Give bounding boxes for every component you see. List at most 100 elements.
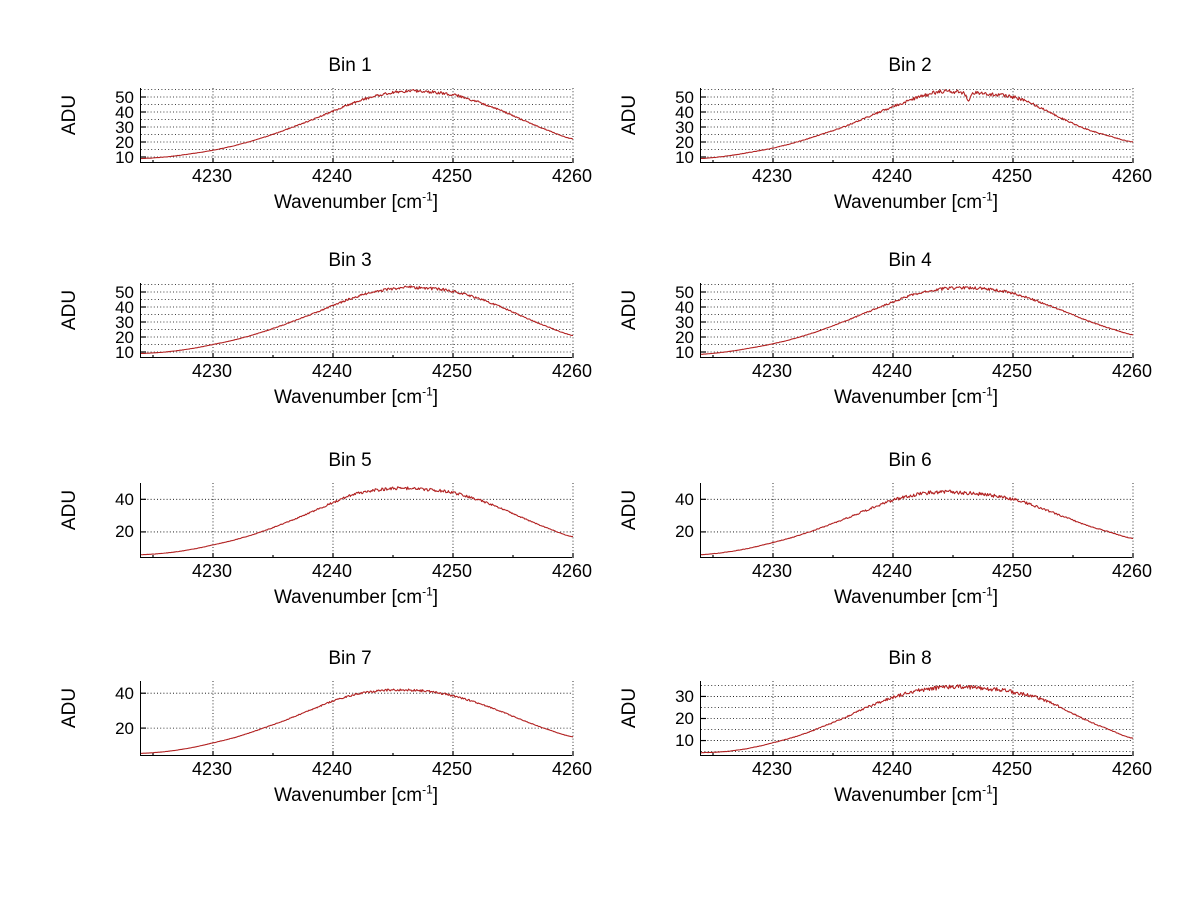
x-tick-labels-2: 4230 4240 4250 4260 (700, 163, 1152, 187)
y-tick-label: 50 (675, 87, 694, 107)
plot-area-7 (140, 681, 574, 756)
x-axis-label-bracket: ] (992, 192, 999, 213)
y-tick-labels-8: 10 20 30 (648, 681, 694, 756)
x-tick-label: 4240 (871, 166, 913, 186)
spectral-trace (140, 285, 574, 355)
x-axis-label-text: Wavenumber [cm (273, 192, 423, 213)
y-axis-label-5: ADU (59, 489, 80, 531)
x-axis-label-text: Wavenumber [cm (833, 387, 983, 408)
y-tick-label: 10 (115, 342, 134, 362)
x-axis-label-text: Wavenumber [cm (833, 785, 983, 806)
axes-1: ADU 10 20 30 40 50 4230 4240 4250 4260 Wavenumber … (59, 88, 592, 213)
x-axis-label-bracket: ] (992, 785, 999, 806)
y-tick-label: 30 (115, 117, 134, 137)
x-tick-label: 4250 (991, 561, 1033, 581)
x-tick-label: 4240 (311, 759, 353, 779)
subplot-title-1: Bin 1 (328, 55, 372, 76)
y-tick-label: 50 (115, 87, 134, 107)
subplot-panel-4: Bin 4 ADU 10 20 30 40 50 4230 4240 4250 4260 Wavenu… (619, 250, 1200, 446)
x-tick-label: 4260 (551, 561, 593, 581)
x-tick-label: 4260 (1111, 361, 1153, 381)
spectral-trace (140, 89, 574, 160)
y-tick-labels-2: 10 20 30 40 50 (648, 87, 694, 167)
y-tick-labels-6: 20 40 (648, 483, 694, 558)
axis-ticks (141, 498, 574, 558)
y-tick-label: 20 (675, 709, 694, 728)
y-tick-label: 40 (115, 683, 134, 703)
x-axis-label-exponent: -1 (422, 782, 433, 797)
subplot-title-3: Bin 3 (328, 250, 372, 271)
axis-ticks (701, 498, 1134, 558)
x-tick-label: 4230 (751, 561, 793, 581)
y-tick-label: 50 (675, 282, 694, 302)
x-axis-label-bracket: ] (992, 387, 999, 408)
spectral-trace (700, 89, 1134, 160)
x-axis-label-text: Wavenumber [cm (833, 192, 983, 213)
y-tick-label: 10 (675, 147, 694, 167)
subplot-title-4: Bin 4 (888, 250, 932, 271)
subplot-panel-7: Bin 7 ADU 20 40 4230 4240 4250 4260 Wavenumber [… (59, 648, 640, 844)
axis-ticks (701, 695, 1134, 756)
x-axis-label-bracket: ] (432, 387, 439, 408)
x-axis-label-5: Wavenumber [cm-1] (140, 586, 572, 609)
subplot-panel-1: Bin 1 ADU 10 20 30 40 50 4230 4240 4250 4260 Wavenu… (59, 55, 640, 251)
spectral-trace (140, 486, 574, 556)
subplot-panel-5: Bin 5 ADU 20 40 4230 4240 4250 4260 Wavenumber [… (59, 450, 640, 646)
y-tick-label: 20 (675, 132, 694, 152)
x-tick-label: 4250 (991, 361, 1033, 381)
x-axis-label-bracket: ] (992, 587, 999, 608)
plot-area-6 (700, 483, 1134, 558)
y-tick-labels-3: 10 20 30 40 50 (88, 283, 134, 362)
subplot-title-5: Bin 5 (328, 450, 372, 471)
y-axis-label-2: ADU (619, 94, 640, 136)
y-tick-label: 10 (675, 731, 694, 751)
y-axis-label-4: ADU (619, 289, 640, 331)
plot-area-4 (700, 283, 1134, 358)
x-tick-label: 4260 (1111, 166, 1153, 186)
x-axis-label-text: Wavenumber [cm (273, 785, 423, 806)
x-axis-label-exponent: -1 (982, 584, 993, 599)
x-axis-label-7: Wavenumber [cm-1] (140, 782, 572, 807)
x-axis-label-bracket: ] (432, 785, 439, 806)
axis-ticks (141, 692, 574, 756)
axis-ticks (701, 291, 1134, 358)
x-tick-label: 4230 (191, 166, 233, 186)
x-tick-label: 4260 (1111, 561, 1153, 581)
axis-ticks (141, 291, 574, 358)
x-tick-label: 4240 (311, 561, 353, 581)
axes-6: ADU 20 40 4230 4240 4250 4260 Wavenumber [cm-1] (619, 483, 1152, 608)
x-axis-label-text: Wavenumber [cm (273, 587, 423, 608)
x-tick-label: 4260 (551, 166, 593, 186)
y-tick-label: 40 (115, 297, 134, 317)
plot-area-2 (700, 88, 1134, 163)
x-tick-label: 4240 (311, 166, 353, 186)
spectral-trace (700, 489, 1134, 556)
x-tick-label: 4230 (191, 361, 233, 381)
x-axis-label-3: Wavenumber [cm-1] (140, 384, 572, 409)
x-axis-label-exponent: -1 (982, 189, 993, 204)
y-tick-label: 30 (675, 312, 694, 332)
x-axis-label-text: Wavenumber [cm (273, 387, 423, 408)
x-axis-label-exponent: -1 (422, 384, 433, 399)
x-tick-label: 4230 (191, 759, 233, 779)
y-tick-label: 20 (115, 132, 134, 152)
x-tick-label: 4250 (431, 361, 473, 381)
subplot-title-6: Bin 6 (888, 450, 932, 471)
plot-area-1 (140, 88, 574, 163)
x-tick-labels-7: 4230 4240 4250 4260 (140, 756, 592, 780)
y-tick-label: 30 (115, 312, 134, 332)
grid-lines (701, 88, 1134, 163)
y-tick-labels-7: 20 40 (88, 681, 134, 756)
grid-lines (701, 283, 1134, 358)
y-axis-label-3: ADU (59, 289, 80, 331)
axes-2: ADU 10 20 30 40 50 4230 4240 4250 4260 Wavenumber … (619, 88, 1152, 213)
x-axis-label-8: Wavenumber [cm-1] (700, 784, 1132, 807)
y-tick-label: 40 (115, 489, 134, 509)
x-axis-label-text: Wavenumber [cm (833, 587, 983, 608)
x-axis-label-6: Wavenumber [cm-1] (700, 584, 1132, 609)
axes-4: ADU 10 20 30 40 50 4230 4240 4250 4260 Wavenumber … (619, 283, 1152, 408)
y-tick-label: 40 (675, 102, 694, 122)
subplot-title-8: Bin 8 (888, 648, 932, 669)
axis-ticks (141, 96, 574, 163)
y-tick-label: 10 (675, 342, 694, 362)
